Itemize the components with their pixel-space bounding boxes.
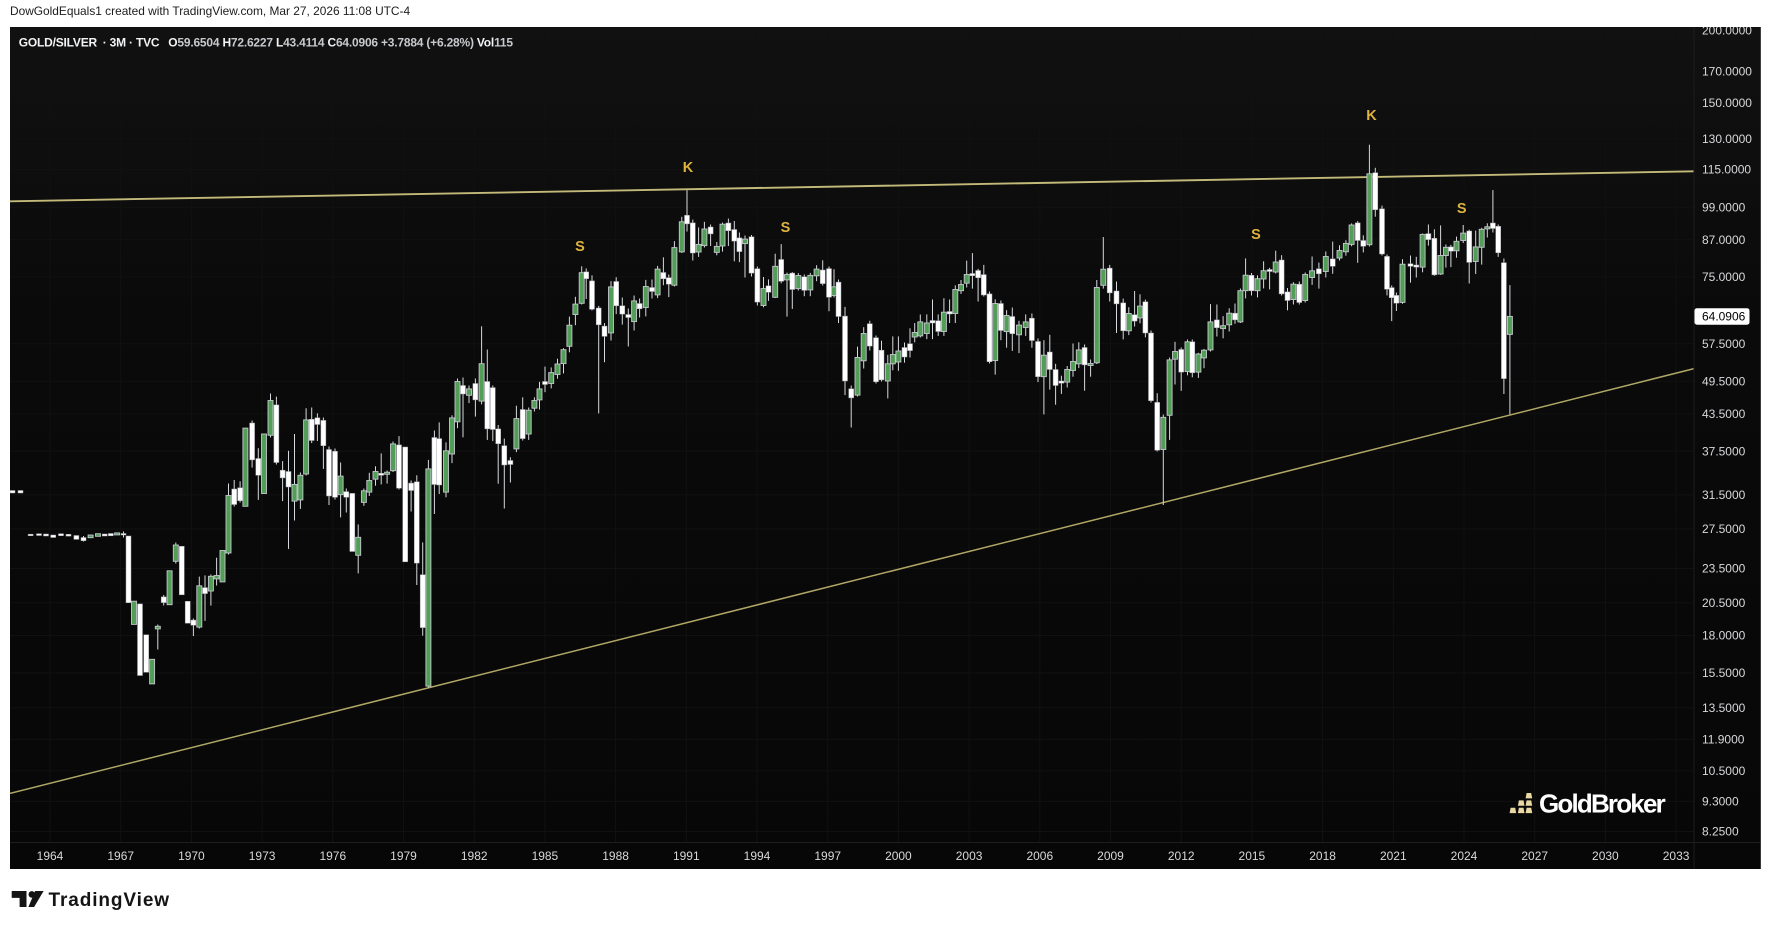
- svg-text:18.0000: 18.0000: [1702, 628, 1746, 642]
- svg-text:23.5000: 23.5000: [1702, 561, 1746, 575]
- svg-text:1988: 1988: [602, 848, 629, 862]
- svg-text:11.9000: 11.9000: [1702, 732, 1745, 746]
- svg-text:75.0000: 75.0000: [1702, 270, 1746, 284]
- svg-text:S: S: [575, 239, 585, 255]
- svg-text:S: S: [1457, 201, 1467, 217]
- svg-text:1991: 1991: [673, 848, 700, 862]
- svg-text:87.0000: 87.0000: [1702, 232, 1746, 246]
- svg-text:K: K: [683, 160, 694, 176]
- svg-text:43.5000: 43.5000: [1702, 407, 1746, 421]
- svg-text:150.0000: 150.0000: [1702, 96, 1752, 110]
- svg-text:20.5000: 20.5000: [1702, 595, 1746, 609]
- svg-text:TradingView: TradingView: [49, 890, 170, 911]
- svg-text:130.0000: 130.0000: [1702, 131, 1752, 145]
- svg-text:GoldBroker: GoldBroker: [1539, 788, 1666, 818]
- svg-text:170.0000: 170.0000: [1702, 64, 1752, 78]
- svg-text:1976: 1976: [319, 848, 346, 862]
- svg-text:S: S: [1251, 227, 1261, 243]
- svg-text:1997: 1997: [814, 848, 841, 862]
- svg-text:1979: 1979: [390, 848, 417, 862]
- svg-text:8.2500: 8.2500: [1702, 824, 1739, 838]
- svg-text:49.5000: 49.5000: [1702, 374, 1746, 388]
- svg-text:2027: 2027: [1521, 848, 1548, 862]
- svg-text:64.0906: 64.0906: [1702, 309, 1746, 323]
- svg-text:2030: 2030: [1592, 848, 1619, 862]
- svg-text:2000: 2000: [885, 848, 912, 862]
- svg-text:2018: 2018: [1309, 848, 1336, 862]
- svg-text:K: K: [1366, 108, 1377, 124]
- svg-text:GOLD/SILVER · 3M · TVC O59.65: GOLD/SILVER · 3M · TVC O59.6504 H72.6227…: [19, 35, 514, 49]
- svg-text:1964: 1964: [37, 848, 64, 862]
- svg-text:57.5000: 57.5000: [1702, 336, 1746, 350]
- svg-text:1994: 1994: [744, 848, 771, 862]
- svg-text:2003: 2003: [956, 848, 983, 862]
- svg-text:31.5000: 31.5000: [1702, 488, 1746, 502]
- svg-text:27.5000: 27.5000: [1702, 522, 1746, 536]
- svg-text:9.3000: 9.3000: [1702, 794, 1739, 808]
- svg-text:115.0000: 115.0000: [1702, 162, 1751, 176]
- svg-text:2015: 2015: [1239, 848, 1266, 862]
- svg-text:99.0000: 99.0000: [1702, 200, 1746, 214]
- svg-text:200.0000: 200.0000: [1702, 27, 1752, 38]
- svg-text:1982: 1982: [461, 848, 488, 862]
- svg-text:2024: 2024: [1451, 848, 1478, 862]
- svg-text:2012: 2012: [1168, 848, 1195, 862]
- svg-text:1973: 1973: [249, 848, 276, 862]
- svg-text:1970: 1970: [178, 848, 205, 862]
- svg-text:2009: 2009: [1097, 848, 1124, 862]
- svg-text:2006: 2006: [1026, 848, 1053, 862]
- svg-text:37.5000: 37.5000: [1702, 444, 1746, 458]
- svg-text:S: S: [781, 220, 791, 236]
- svg-text:10.5000: 10.5000: [1702, 764, 1746, 778]
- svg-text:2033: 2033: [1663, 848, 1690, 862]
- svg-text:1985: 1985: [532, 848, 559, 862]
- svg-text:2021: 2021: [1380, 848, 1407, 862]
- svg-text:15.5000: 15.5000: [1702, 666, 1746, 680]
- svg-text:13.5000: 13.5000: [1702, 700, 1746, 714]
- svg-text:1967: 1967: [107, 848, 134, 862]
